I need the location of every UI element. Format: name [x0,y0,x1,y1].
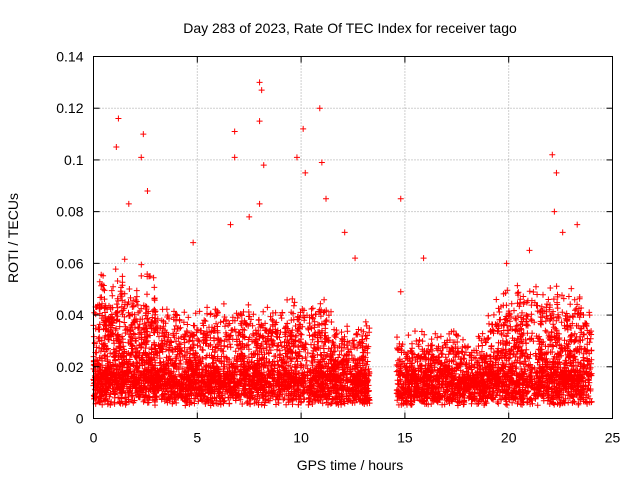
y-tick-label: 0.04 [56,307,83,323]
y-tick-label: 0.06 [56,255,83,271]
data-point [551,209,557,215]
x-tick-label: 10 [293,430,309,446]
data-point [323,196,329,202]
y-axis-label: ROTI / TECUs [5,193,21,283]
data-point [144,188,150,194]
x-tick-label: 25 [605,430,621,446]
data-point [352,255,358,261]
y-tick-label: 0.12 [56,100,83,116]
data-point [560,229,566,235]
data-point [246,214,252,220]
y-tick-labels: 0 0.02 0.04 0.06 0.08 0.1 0.12 0.14 [56,49,83,427]
data-point [300,126,306,132]
data-point [232,154,238,160]
x-tick-label: 0 [90,430,98,446]
data-point [113,144,119,150]
data-point [257,118,263,124]
data-point [257,79,263,85]
data-point [342,229,348,235]
data-point [126,201,132,207]
data-points [91,79,595,408]
data-point [190,240,196,246]
data-point [319,160,325,166]
y-tick-label: 0.1 [64,152,84,168]
data-point [574,222,580,228]
x-tick-label: 20 [501,430,517,446]
data-point [398,289,404,295]
data-point [398,196,404,202]
data-point [257,201,263,207]
data-point [140,131,146,137]
y-tick-label: 0.08 [56,204,83,220]
y-tick-label: 0.02 [56,359,83,375]
data-point [259,87,265,93]
data-point [553,170,559,176]
data-point [232,128,238,134]
data-point [115,116,121,122]
data-point [421,255,427,261]
data-point [587,312,593,318]
data-point [261,162,267,168]
point-cloud [91,256,595,408]
x-tick-label: 5 [193,430,201,446]
chart-title: Day 283 of 2023, Rate Of TEC Index for r… [183,20,517,36]
y-tick-label: 0.14 [56,49,83,65]
x-axis-label: GPS time / hours [297,457,404,473]
data-point [526,247,532,253]
data-point [228,222,234,228]
x-tick-label: 15 [397,430,413,446]
data-point [302,170,308,176]
y-tick-label: 0 [76,411,84,427]
x-tick-labels: 0 5 10 15 20 25 [90,430,621,446]
data-point [549,152,555,158]
data-point [317,105,323,111]
